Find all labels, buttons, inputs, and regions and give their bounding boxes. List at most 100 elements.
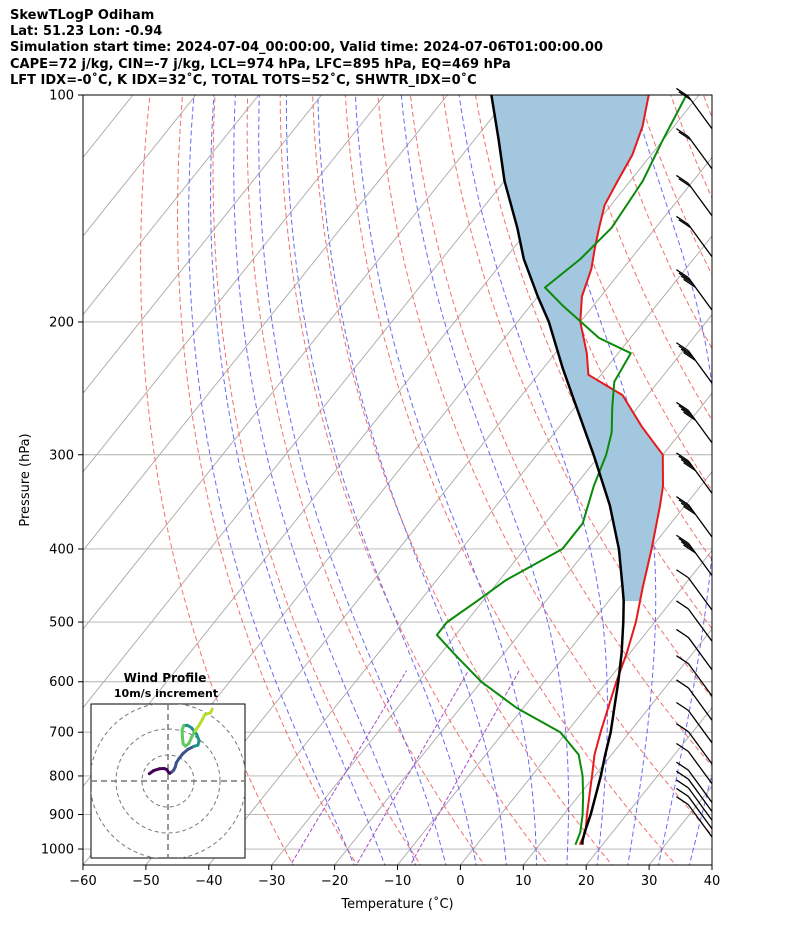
moist-adiabat xyxy=(233,95,417,865)
background-lines xyxy=(0,78,794,868)
isotherm-30 xyxy=(648,785,712,865)
wind-barb xyxy=(676,342,713,384)
dry-adiabat xyxy=(279,95,549,865)
dry-adiabat xyxy=(442,95,712,699)
x-tick-label: −60 xyxy=(69,874,96,889)
dry-adiabat xyxy=(540,95,712,492)
isotherm--90 xyxy=(83,95,511,630)
y-tick-label: 600 xyxy=(49,675,74,690)
y-tick-label: 800 xyxy=(49,769,74,784)
axes: −60 −50 −40 −30 −20 −10 0 10 20 30 40 1000 900 800 700… xyxy=(18,89,720,913)
wind-barb xyxy=(676,215,713,258)
wind-barb xyxy=(676,269,713,311)
moist-adiabat xyxy=(210,95,386,865)
y-tick-label: 200 xyxy=(49,315,74,330)
x-tick-label: 0 xyxy=(456,874,464,889)
moist-adiabat xyxy=(458,95,608,865)
isotherm--130 xyxy=(83,95,260,316)
isotherm-50 xyxy=(772,78,794,868)
wind-barb xyxy=(676,628,713,671)
moist-adiabat xyxy=(188,95,355,865)
wind-barb xyxy=(676,128,713,170)
isotherm--160 xyxy=(0,78,83,868)
moist-adiabat xyxy=(631,95,712,865)
dry-adiabat xyxy=(212,95,422,865)
dry-adiabat xyxy=(344,95,677,865)
dry-adiabat xyxy=(729,78,794,868)
moist-adiabat xyxy=(400,95,569,865)
isotherm-40 xyxy=(711,864,712,865)
parcel-line xyxy=(490,95,625,845)
isotherm--110 xyxy=(83,95,386,473)
isotherm-10 xyxy=(522,628,712,865)
wind-barb xyxy=(676,761,713,803)
isotherm-20 xyxy=(585,707,712,865)
mixing-ratio-line xyxy=(409,670,520,865)
dry-adiabat xyxy=(572,95,712,422)
stability-indices-lifted: LFT IDX=-0˚C, K IDX=32˚C, TOTAL TOTS=52˚… xyxy=(10,73,477,88)
cape-area xyxy=(491,95,663,602)
simulation-times: Simulation start time: 2024-07-04_00:00:… xyxy=(10,40,603,55)
moist-adiabat xyxy=(317,95,507,865)
hodograph-subtitle: 10m/s increment xyxy=(114,687,218,700)
dry-adiabat xyxy=(176,95,358,865)
x-tick-label: −10 xyxy=(384,874,411,889)
moist-adiabat xyxy=(258,95,447,865)
dry-adiabat xyxy=(246,95,486,865)
mixing-ratio-line xyxy=(290,670,408,865)
wind-barb xyxy=(676,401,713,444)
wind-barb xyxy=(676,779,713,821)
isotherm--80 xyxy=(83,95,574,709)
dry-adiabat xyxy=(761,78,794,868)
x-tick-label: 10 xyxy=(515,874,532,889)
y-tick-label: 100 xyxy=(49,89,74,104)
wind-barbs xyxy=(676,87,713,838)
dry-adiabat xyxy=(377,95,712,836)
x-tick-label: −50 xyxy=(132,874,159,889)
wind-barb xyxy=(676,770,713,812)
isotherm--30 xyxy=(271,313,712,865)
moist-adiabat xyxy=(720,78,794,868)
y-tick-label: 300 xyxy=(49,448,74,463)
profile-lines xyxy=(435,95,688,846)
x-tick-label: −40 xyxy=(195,874,222,889)
dewpoint-line xyxy=(435,95,688,846)
x-tick-label: 20 xyxy=(578,874,595,889)
mixing-ratio-line xyxy=(355,670,469,865)
hodograph-inset: Wind Profile 10m/s increment xyxy=(90,671,246,859)
wind-barb xyxy=(676,742,713,785)
dry-adiabat xyxy=(312,95,613,865)
wind-barb xyxy=(676,679,713,721)
wind-barb xyxy=(676,796,713,838)
wind-barb xyxy=(676,569,713,611)
chart-title: SkewTLogP Odiham xyxy=(10,8,155,23)
hodograph-title: Wind Profile xyxy=(124,671,207,685)
wind-barb xyxy=(676,600,713,642)
stability-indices-cape: CAPE=72 j/kg, CIN=-7 j/kg, LCL=974 hPa, … xyxy=(10,57,511,72)
station-location: Lat: 51.23 Lon: -0.94 xyxy=(10,24,163,39)
x-axis-label: Temperature (˚C) xyxy=(340,896,453,912)
x-tick-label: −30 xyxy=(258,874,285,889)
moist-adiabat xyxy=(533,95,657,865)
y-tick-label: 700 xyxy=(49,726,74,741)
moist-adiabat xyxy=(688,771,712,865)
y-axis-label: Pressure (hPa) xyxy=(18,433,33,526)
y-tick-label: 900 xyxy=(49,808,74,823)
moist-adiabat xyxy=(285,95,477,865)
isotherm--140 xyxy=(83,95,197,237)
wind-barb xyxy=(676,723,713,765)
moist-adiabat xyxy=(354,95,538,865)
x-tick-label: −20 xyxy=(321,874,348,889)
y-tick-label: 1000 xyxy=(41,843,74,858)
wind-barb xyxy=(676,655,713,697)
hodograph-segment xyxy=(208,707,214,715)
isotherm--10 xyxy=(396,471,712,865)
hodograph-plot xyxy=(91,704,245,858)
dry-adiabat xyxy=(140,95,294,865)
wind-barb xyxy=(676,787,713,830)
isotherm--120 xyxy=(83,95,323,394)
temperature-line xyxy=(578,95,664,846)
x-tick-label: 30 xyxy=(641,874,658,889)
y-tick-label: 500 xyxy=(49,616,74,631)
